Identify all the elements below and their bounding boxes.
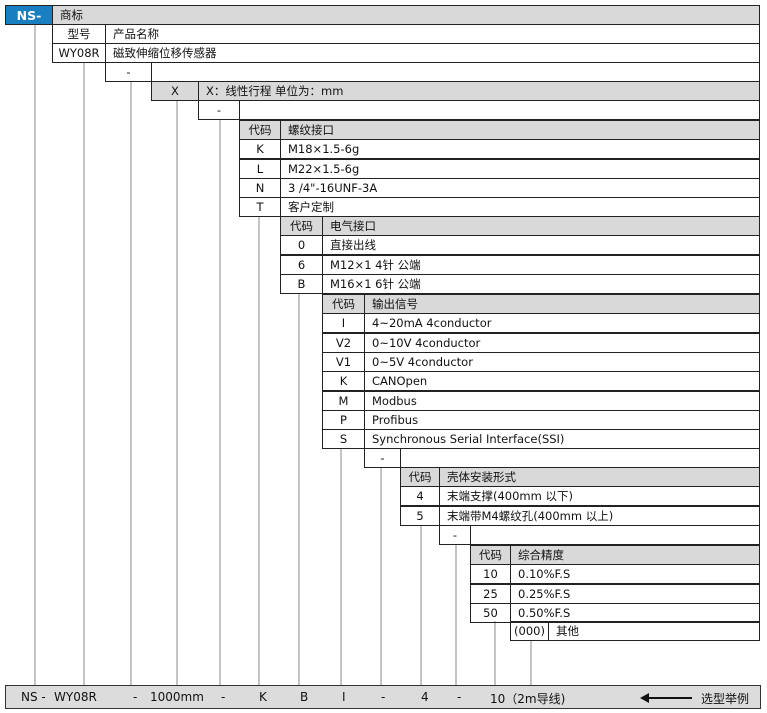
- connector-line: [455, 545, 457, 685]
- stroke-code: X: [151, 81, 199, 101]
- example-part: I: [342, 690, 346, 704]
- connector-line: [130, 81, 132, 685]
- connector-line: [34, 24, 36, 685]
- example-part: B: [300, 690, 309, 704]
- option-desc: CANOpen: [364, 371, 760, 392]
- connector-line: [380, 467, 382, 685]
- connector-line: [420, 525, 422, 685]
- code-header: 代码: [239, 120, 281, 140]
- connector-line: [340, 448, 342, 685]
- example-part: 1000mm: [150, 690, 204, 704]
- option-code: T: [239, 197, 281, 218]
- option-code: P: [322, 409, 365, 430]
- model-name: 磁致伸缩位移传感器: [105, 43, 760, 63]
- example-part: NS -: [21, 690, 46, 704]
- model-code-header: 型号: [52, 24, 106, 44]
- section-title: 螺纹接口: [280, 120, 760, 140]
- option-code: V1: [322, 351, 365, 372]
- option-desc: 末端带M4螺纹孔(400mm 以上): [439, 505, 760, 526]
- model-name-header: 产品名称: [105, 24, 760, 44]
- option-desc: 0~10V 4conductor: [364, 332, 760, 353]
- example-part: 10（2m导线): [490, 692, 566, 706]
- blank-row: [151, 62, 760, 82]
- connector-line: [530, 641, 532, 685]
- option-desc: 0.25%F.S: [510, 583, 760, 604]
- option-code: V2: [322, 332, 365, 353]
- option-desc: M12×1 4针 公端: [322, 254, 760, 275]
- model-code: WY08R: [52, 43, 106, 63]
- separator: -: [105, 62, 152, 82]
- option-desc: 3 /4"-16UNF-3A: [280, 177, 760, 198]
- stroke-desc: X：线性行程 单位为：mm: [198, 81, 760, 101]
- option-desc: Profibus: [364, 409, 760, 430]
- connector-line: [258, 216, 260, 685]
- option-desc: 末端支撑(400mm 以下): [439, 486, 760, 507]
- option-desc: 0.10%F.S: [510, 564, 760, 585]
- brand-header: 商标: [52, 5, 760, 25]
- example-part: WY08R: [54, 690, 97, 704]
- example-part: 4: [421, 690, 429, 704]
- code-header: 代码: [400, 467, 440, 487]
- example-part: -: [221, 690, 226, 704]
- option-code: K: [322, 371, 365, 392]
- option-code: B: [280, 273, 323, 294]
- option-code: S: [322, 429, 365, 450]
- option-desc: M22×1.5-6g: [280, 158, 760, 179]
- section-title: 壳体安装形式: [439, 467, 760, 487]
- example-bar: NS - WY08R -1000mm - K B I -4-10（2m导线) 选型举例: [5, 685, 761, 709]
- option-code: 10: [470, 564, 511, 585]
- option-desc: M16×1 6针 公端: [322, 273, 760, 294]
- option-code: (000): [510, 621, 549, 641]
- option-code: 0: [280, 235, 323, 256]
- connector-line: [83, 62, 85, 685]
- option-code: 25: [470, 583, 511, 604]
- left-arrow-icon: [640, 693, 692, 703]
- code-header: 代码: [280, 216, 323, 236]
- option-desc: 0.50%F.S: [510, 602, 760, 623]
- section-title: 输出信号: [364, 294, 760, 314]
- connector-line: [298, 294, 300, 685]
- blank-row: [400, 448, 760, 468]
- option-code: 6: [280, 254, 323, 275]
- option-desc: 客户定制: [280, 197, 760, 218]
- connector-line: [494, 621, 496, 685]
- connector-line: [176, 100, 178, 685]
- blank-row: [470, 525, 760, 545]
- code-header: 代码: [322, 294, 365, 314]
- option-code: L: [239, 158, 281, 179]
- code-header: 代码: [470, 545, 511, 565]
- option-code: M: [322, 390, 365, 411]
- option-code: N: [239, 177, 281, 198]
- option-desc: 0~5V 4conductor: [364, 351, 760, 372]
- option-code: 5: [400, 505, 440, 526]
- example-label: 选型举例: [701, 692, 750, 706]
- brand-prefix: NS-: [5, 5, 53, 25]
- option-desc: 其他: [548, 621, 760, 641]
- connector-line: [219, 120, 221, 685]
- example-part: -: [133, 690, 138, 704]
- option-desc: Synchronous Serial Interface(SSI): [364, 429, 760, 450]
- option-desc: M18×1.5-6g: [280, 139, 760, 160]
- separator: -: [364, 448, 401, 468]
- option-code: 4: [400, 486, 440, 507]
- option-desc: 4~20mA 4conductor: [364, 313, 760, 334]
- example-part: -: [381, 690, 386, 704]
- option-desc: Modbus: [364, 390, 760, 411]
- section-title: 电气接口: [322, 216, 760, 236]
- separator: -: [439, 525, 471, 545]
- example-part: -: [457, 690, 462, 704]
- option-desc: 直接出线: [322, 235, 760, 256]
- blank-row: [239, 100, 760, 120]
- option-code: I: [322, 313, 365, 334]
- separator: -: [198, 100, 240, 120]
- example-part: K: [259, 690, 267, 704]
- option-code: K: [239, 139, 281, 160]
- section-title: 综合精度: [510, 545, 760, 565]
- option-code: 50: [470, 602, 511, 623]
